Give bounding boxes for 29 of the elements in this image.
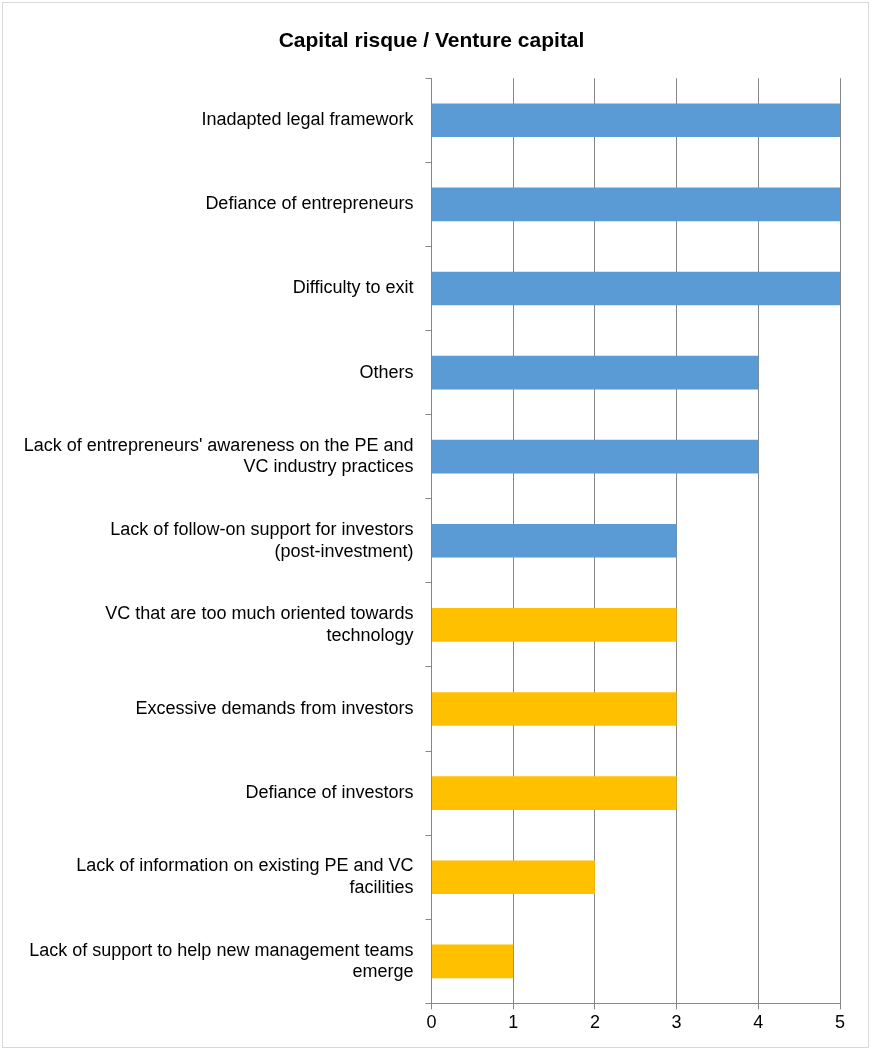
x-tick-label: 3 xyxy=(671,1012,682,1033)
y-tick-label: Lack of follow-on support for investors (post-investment) xyxy=(110,518,414,561)
y-tick-label: Defiance of investors xyxy=(245,782,414,803)
y-tick-label: Excessive demands from investors xyxy=(135,697,414,718)
x-tick-label: 5 xyxy=(834,1012,846,1033)
bar xyxy=(432,692,677,726)
bar xyxy=(432,944,514,979)
y-tick-label: Lack of information on existing PE and VC facilities xyxy=(76,855,414,898)
bar xyxy=(432,776,677,810)
bar xyxy=(432,608,677,642)
bar xyxy=(432,103,840,138)
bar xyxy=(432,271,840,306)
y-tick-label: Defiance of entrepreneurs xyxy=(205,193,414,214)
y-tick-label: Others xyxy=(359,361,414,382)
bar xyxy=(432,439,759,474)
y-tick-label: Difficulty to exit xyxy=(292,277,414,298)
bar xyxy=(432,523,677,558)
y-tick-label: Lack of support to help new management teams emerge xyxy=(29,939,414,982)
y-tick-label: Inadapted legal framework xyxy=(201,109,415,130)
y-tick-label: VC that are too much oriented towards technology xyxy=(105,603,414,645)
x-tick-label: 0 xyxy=(426,1012,437,1033)
x-tick-label: 4 xyxy=(753,1012,764,1033)
y-tick-label: Lack of entrepreneurs' awareness on the PE and VC industry practices xyxy=(23,434,414,477)
x-tick-label: 1 xyxy=(508,1012,519,1033)
bar xyxy=(432,355,759,390)
chart-title: Capital risque / Venture capital xyxy=(278,28,585,52)
bar xyxy=(432,860,595,895)
x-tick-label: 2 xyxy=(589,1012,600,1033)
bar xyxy=(432,187,840,222)
